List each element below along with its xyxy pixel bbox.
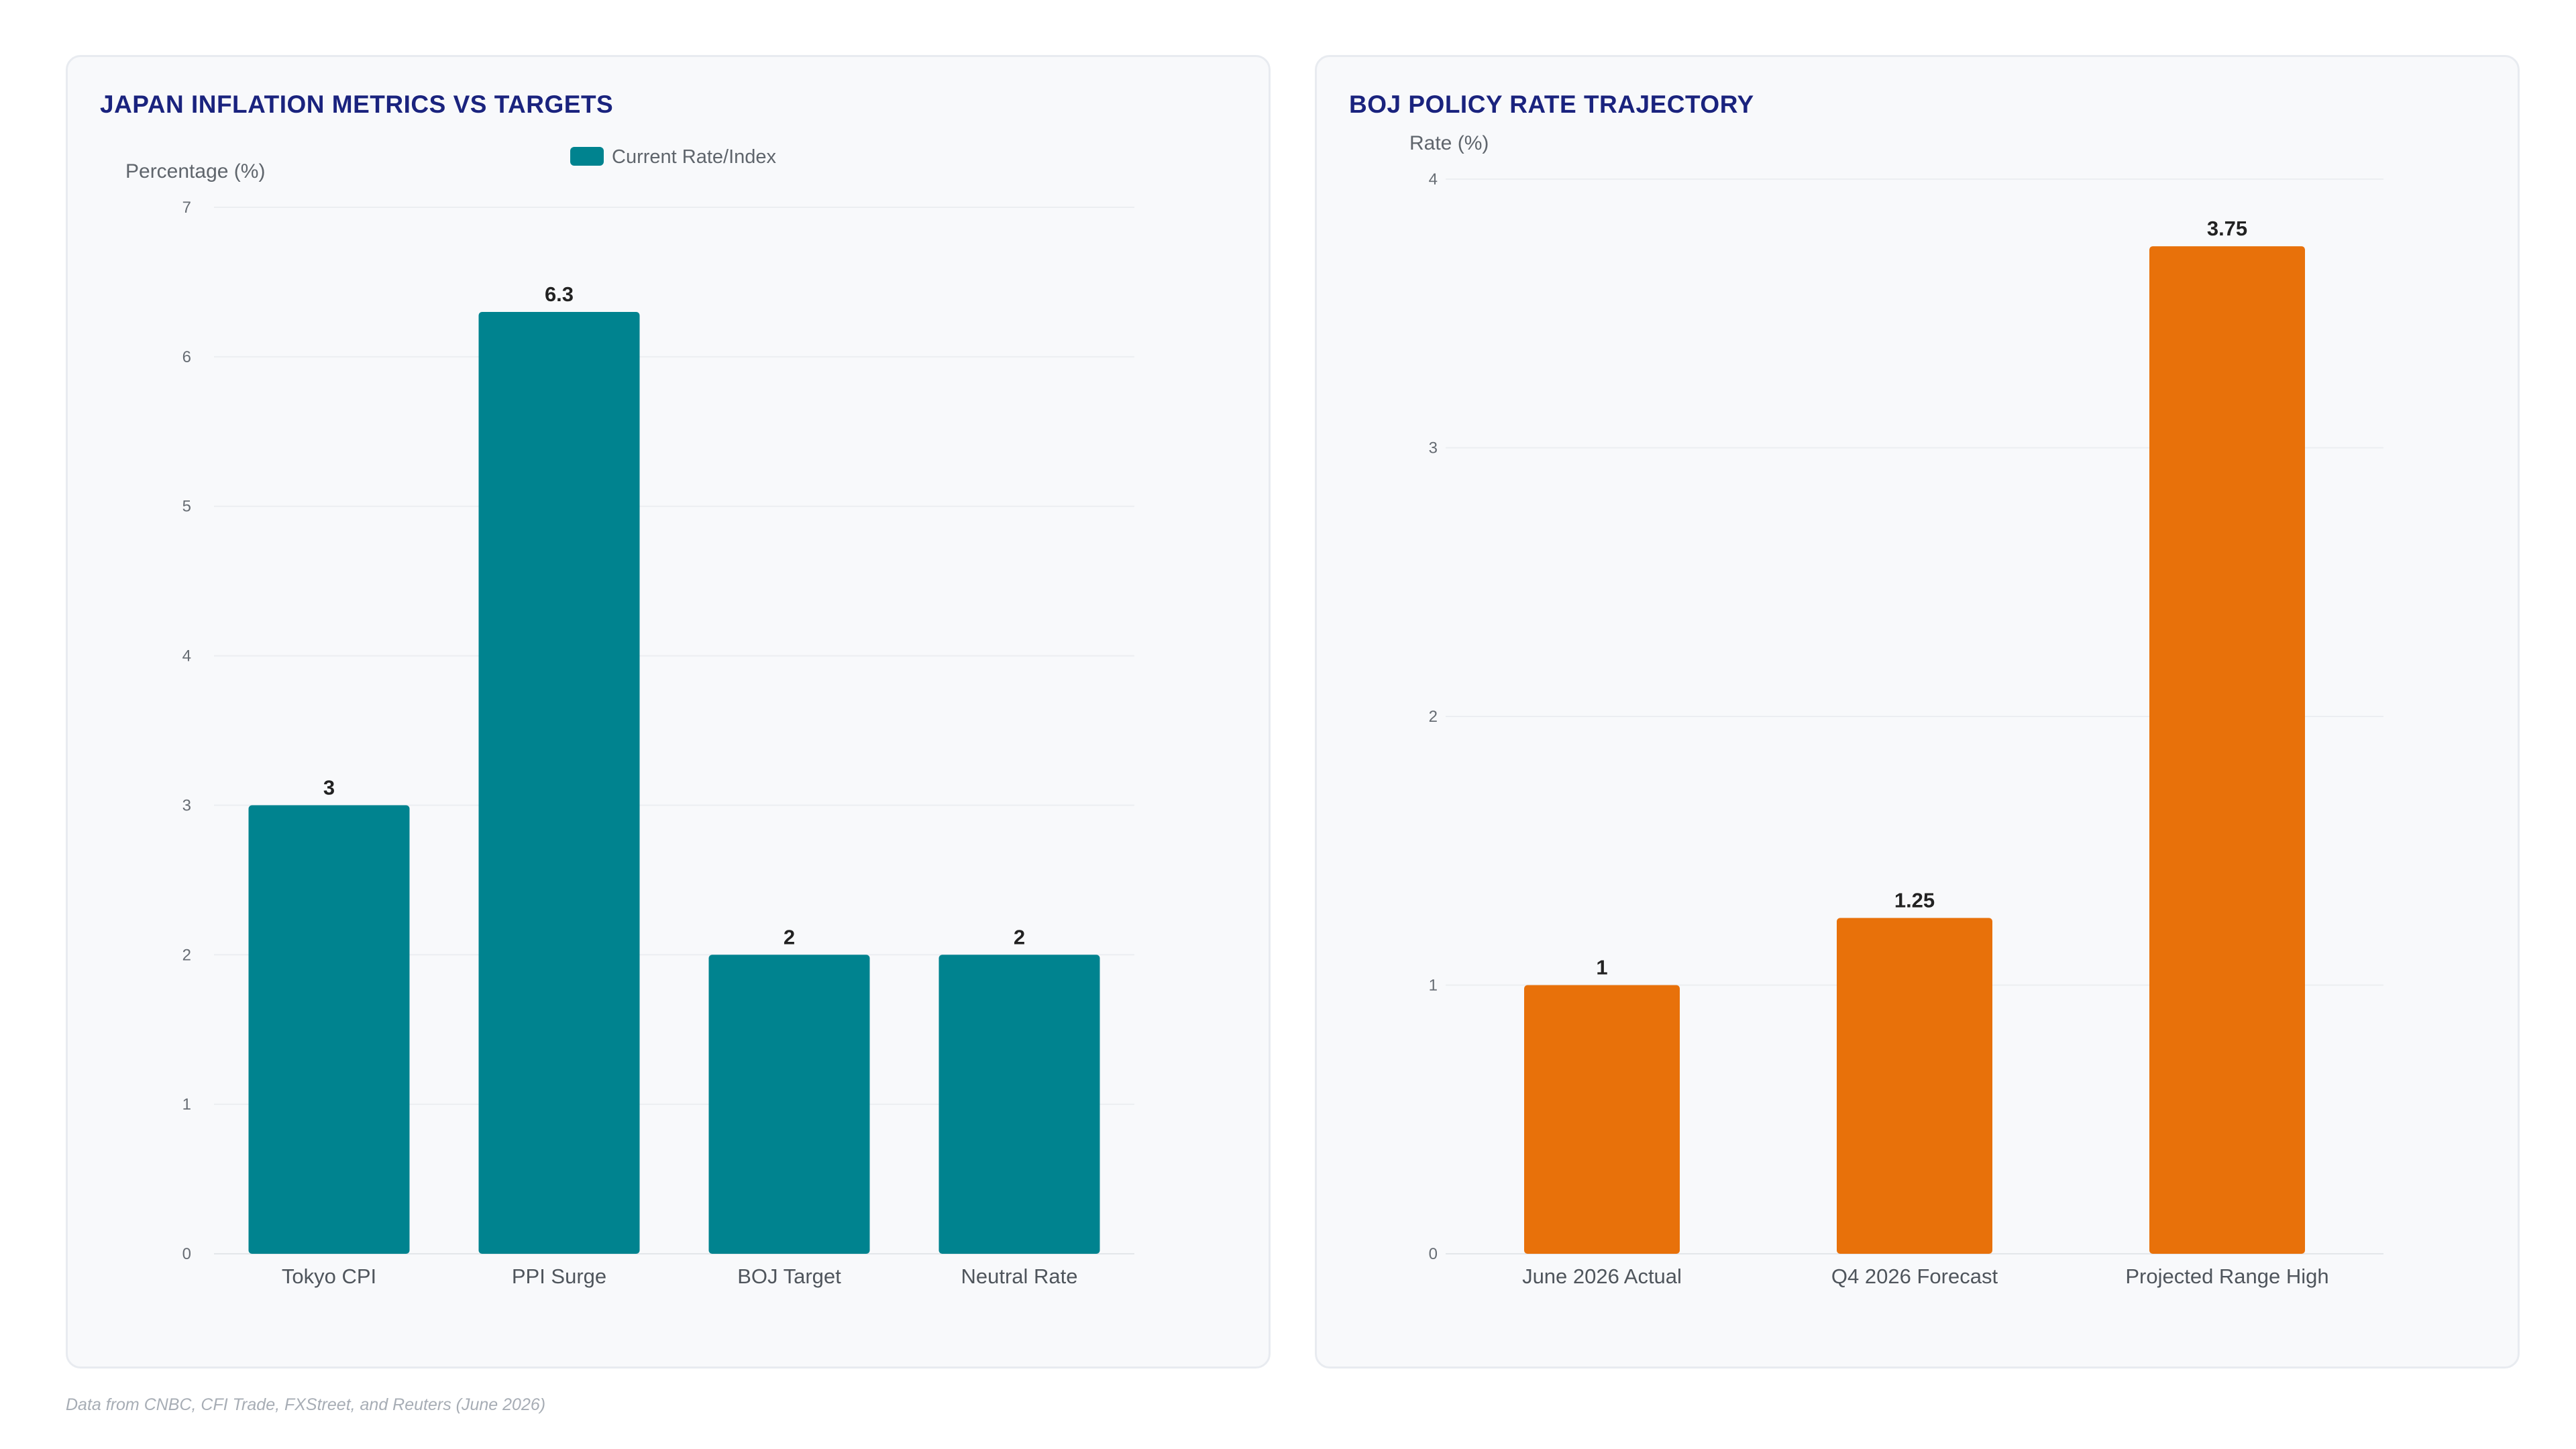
y-tick-label: 4: [182, 647, 191, 665]
y-tick-label: 0: [1429, 1245, 1438, 1263]
legend-label: Current Rate/Index: [612, 146, 777, 168]
inflation-bar-chart: 0 1 2 3 4 5 6 7 Percentage (%) Current Rate/Index…: [125, 146, 1134, 1288]
x-category-label: Q4 2026 Forecast: [1831, 1265, 1998, 1288]
y-tick-label: 4: [1429, 170, 1438, 189]
y-tick-label: 3: [1429, 439, 1438, 458]
x-category-label: Tokyo CPI: [282, 1265, 376, 1288]
bar: [708, 955, 870, 1254]
bar: [938, 955, 1100, 1254]
y-tick-label: 2: [1429, 708, 1438, 726]
legend-swatch: [570, 147, 604, 166]
x-category-label: BOJ Target: [737, 1265, 841, 1288]
policy-rate-chart-title: BOJ POLICY RATE TRAJECTORY: [1349, 91, 1754, 118]
bar: [478, 312, 640, 1254]
y-axis-label: Rate (%): [1409, 132, 1489, 154]
bar-value-label: 2: [1014, 925, 1025, 949]
y-tick-label: 7: [182, 199, 191, 217]
y-tick-label: 3: [182, 796, 191, 814]
source-footnote: Data from CNBC, CFI Trade, FXStreet, and…: [66, 1395, 546, 1414]
policy-rate-chart-panel: BOJ POLICY RATE TRAJECTORY 0 1 2 3 4 Rate (%)…: [1315, 55, 2520, 1368]
inflation-chart-panel: JAPAN INFLATION METRICS VS TARGETS 0 1 2 3 4…: [66, 55, 1271, 1368]
y-axis-label: Percentage (%): [125, 160, 265, 182]
bar: [1524, 985, 1680, 1254]
y-tick-label: 2: [182, 946, 191, 964]
bar-value-label: 3: [323, 775, 335, 799]
policy-rate-bar-chart: 0 1 2 3 4 Rate (%) 1 June 2026 Actual 1.25 Q4 202…: [1409, 132, 2383, 1288]
bar-value-label: 6.3: [545, 282, 574, 306]
bar: [2149, 246, 2305, 1254]
bar: [1837, 918, 1992, 1254]
y-tick-label: 1: [1429, 977, 1438, 995]
y-tick-label: 0: [182, 1245, 191, 1263]
x-category-label: Neutral Rate: [961, 1265, 1077, 1288]
x-category-label: Projected Range High: [2125, 1265, 2328, 1288]
bar: [248, 805, 410, 1254]
y-tick-label: 6: [182, 348, 191, 366]
y-tick-label: 5: [182, 498, 191, 516]
inflation-chart-title: JAPAN INFLATION METRICS VS TARGETS: [100, 91, 614, 118]
bar-value-label: 3.75: [2207, 217, 2247, 240]
bar-value-label: 1: [1596, 956, 1607, 979]
x-category-label: June 2026 Actual: [1522, 1265, 1682, 1288]
x-category-label: PPI Surge: [512, 1265, 606, 1288]
bar-value-label: 2: [784, 925, 795, 949]
y-tick-label: 1: [182, 1095, 191, 1114]
bar-value-label: 1.25: [1894, 888, 1935, 912]
